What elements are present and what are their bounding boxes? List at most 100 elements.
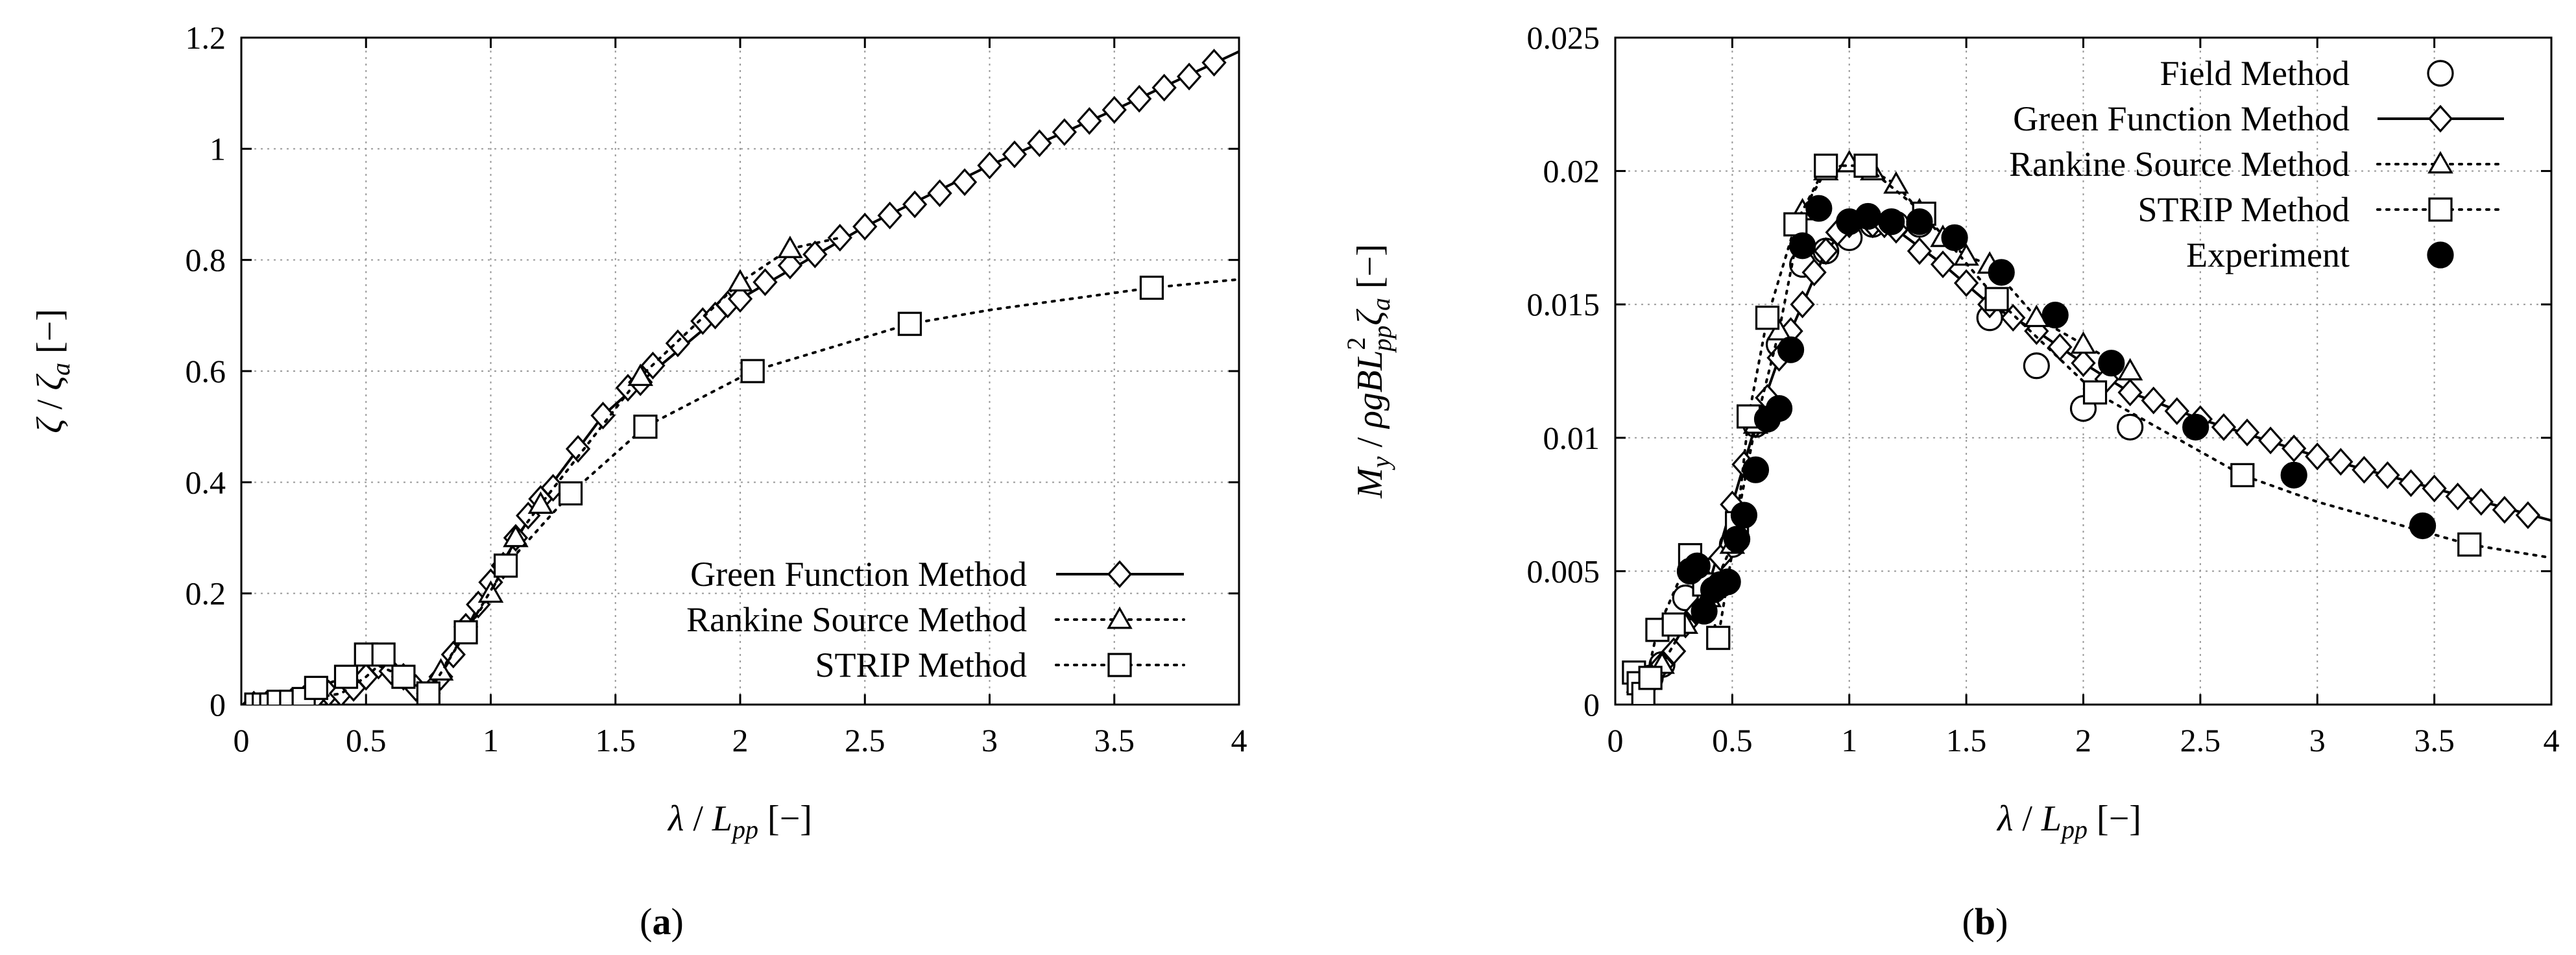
chart-a-y-tick-label-3: 0.6 bbox=[186, 353, 226, 389]
chart-a-legend-label-1: Rankine Source Method bbox=[686, 600, 1027, 639]
chart-b-x-tick-label-2: 1 bbox=[1841, 722, 1857, 758]
chart-b-series-strip-method-point-17 bbox=[2082, 380, 2108, 405]
chart-b-series-green-function-method-point-28 bbox=[2047, 333, 2073, 361]
chart-b-series-experiment-point-20 bbox=[2041, 302, 2069, 329]
chart-a-series-green-function-method-point-41 bbox=[902, 190, 928, 219]
chart-b-series-experiment-point-19 bbox=[1988, 259, 2015, 286]
chart-a-y-tick-label-5: 1 bbox=[210, 130, 226, 167]
chart-b-series-experiment-point-8 bbox=[1742, 456, 1770, 483]
chart-b-x-tick-label-0: 0 bbox=[1607, 722, 1624, 758]
chart-b-series-green-function-method-point-35 bbox=[2211, 413, 2237, 441]
chart-a-y-tick-label-1: 0.2 bbox=[186, 575, 226, 612]
chart-a-series-strip-method-point-18 bbox=[1139, 275, 1164, 300]
chart-b-series-strip-method-point-16 bbox=[1984, 287, 2009, 311]
chart-a-series-strip-method-point-7 bbox=[333, 664, 359, 689]
chart-a-series-rankine-source-method-point-3 bbox=[527, 491, 554, 514]
chart-a-x-tick-label-2: 1 bbox=[483, 722, 499, 758]
chart-a-legend-marker-0 bbox=[1107, 560, 1133, 588]
chart-a-ticks: 0 0.5 1 1.5 2 2.5 3 3.5 4 0 0.2 0.4 0.6 0.8 1 1.2 bbox=[186, 19, 1247, 758]
chart-b-series-green-function-method-point-36 bbox=[2234, 418, 2260, 446]
chart-b-series-experiment-point-12 bbox=[1789, 232, 1816, 260]
chart-b-series bbox=[1622, 150, 2551, 705]
chart-b-y-tick-label-4: 0.02 bbox=[1543, 153, 1600, 189]
chart-a-legend-label-0: Green Function Method bbox=[690, 555, 1027, 594]
chart-a-series-green-function-method-point-43 bbox=[952, 168, 978, 197]
chart-b-x-tick-label-8: 4 bbox=[2544, 722, 2560, 758]
chart-b-series-strip-method-point-11 bbox=[1755, 306, 1780, 330]
chart-a-x-tick-label-4: 2 bbox=[732, 722, 749, 758]
panel-label-b: (b) bbox=[1962, 901, 2008, 943]
chart-b-legend-label-2: Rankine Source Method bbox=[2009, 145, 2350, 184]
chart-b-series-experiment-point-5 bbox=[1714, 568, 1741, 596]
chart-a-series-rankine-source-method-point-0 bbox=[427, 658, 454, 681]
panel-label-a: (a) bbox=[640, 901, 684, 943]
chart-a-series-green-function-method-point-37 bbox=[802, 240, 828, 269]
chart-a-series-rankine-source-method-point-1 bbox=[477, 580, 504, 603]
chart-b-series-experiment-point-7 bbox=[1730, 502, 1758, 529]
chart-b-ticks: 0 0.5 1 1.5 2 2.5 3 3.5 4 0 0.005 0.01 0.015 0.02 0.02… bbox=[1527, 19, 2560, 758]
chart-b-series-green-function-method-point-15 bbox=[1801, 258, 1827, 287]
chart-a-series-green-function-method-point-26 bbox=[590, 402, 616, 429]
chart-a-series-green-function-method-point-51 bbox=[1151, 73, 1177, 102]
chart-a-x-tick-label-8: 4 bbox=[1231, 722, 1247, 758]
chart-b-x-tick-label-5: 2.5 bbox=[2180, 722, 2221, 758]
chart-b-series-green-function-method-point-24 bbox=[1953, 269, 1979, 297]
chart-a-series-strip-method-point-12 bbox=[453, 620, 478, 645]
chart-b-series-green-function-method-point-23 bbox=[1930, 250, 1956, 278]
chart-a-series-green-function-method-point-52 bbox=[1176, 62, 1202, 91]
chart-a-legend-marker-1 bbox=[1107, 606, 1133, 629]
chart-b-series-strip-method-point-8 bbox=[1706, 625, 1731, 650]
chart-b-series-experiment-point-11 bbox=[1777, 336, 1805, 363]
chart-b-series-experiment-point-15 bbox=[1855, 202, 1882, 230]
chart-a-series-green-function-method-point-36 bbox=[777, 251, 803, 280]
chart-b-y-tick-label-5: 0.025 bbox=[1527, 19, 1600, 56]
chart-a-series-green-function-method-point-53 bbox=[1201, 49, 1227, 77]
chart-a-series-green-function-method-point-40 bbox=[877, 201, 902, 230]
chart-b: 0 0.5 1 1.5 2 2.5 3 3.5 4 0 0.005 0.01 0.015 0.02 0.02… bbox=[1342, 19, 2560, 943]
chart-b-x-tick-label-3: 1.5 bbox=[1946, 722, 1987, 758]
chart-b-series-strip-method-point-19 bbox=[2457, 532, 2482, 557]
chart-a-legend-label-2: STRIP Method bbox=[815, 646, 1027, 684]
chart-b-series-green-function-method-point-42 bbox=[2375, 461, 2400, 489]
chart-a-series-green-function-method-point-38 bbox=[827, 224, 852, 252]
chart-b-series-experiment-point-22 bbox=[2182, 413, 2209, 441]
chart-a-series bbox=[241, 49, 1239, 705]
chart-a: 0 0.5 1 1.5 2 2.5 3 3.5 4 0 0.2 0.4 0.6 0.8 1 1.2 λ / L… bbox=[30, 19, 1247, 943]
chart-a-series-strip-method-point-14 bbox=[558, 481, 583, 506]
chart-a-y-tick-label-6: 1.2 bbox=[186, 19, 226, 56]
chart-b-series-strip-method-point-5 bbox=[1661, 612, 1686, 637]
chart-b-series-field-method-point-15 bbox=[2023, 352, 2050, 380]
chart-b-series-experiment-point-24 bbox=[2409, 512, 2437, 540]
chart-b-series-strip-method-point-12 bbox=[1783, 212, 1808, 237]
chart-b-series-green-function-method-point-3 bbox=[1661, 637, 1687, 666]
chart-b-series-experiment-point-13 bbox=[1805, 195, 1833, 222]
chart-b-series-rankine-source-method-point-11 bbox=[1883, 171, 1909, 194]
chart-b-series-green-function-method-point-39 bbox=[2305, 442, 2330, 470]
chart-b-y-tick-label-2: 0.01 bbox=[1543, 420, 1600, 456]
chart-b-series-green-function-method-point-46 bbox=[2468, 488, 2494, 516]
chart-b-legend-label-0: Field Method bbox=[2160, 54, 2350, 93]
chart-b-x-axis-label: λ / Lpp [−] bbox=[1996, 799, 2141, 844]
chart-b-series-green-function-method-point-31 bbox=[2117, 378, 2143, 407]
chart-b-series-green-function-method-point-33 bbox=[2164, 397, 2189, 426]
chart-a-y-tick-label-4: 0.8 bbox=[186, 242, 226, 278]
chart-b-y-tick-label-3: 0.015 bbox=[1527, 286, 1600, 322]
chart-b-series-green-function-method-point-40 bbox=[2328, 448, 2353, 476]
chart-b-series-strip-method-point-13 bbox=[1814, 153, 1838, 178]
chart-a-legend-marker-2 bbox=[1107, 653, 1132, 677]
chart-b-legend-label-1: Green Function Method bbox=[2013, 99, 2350, 138]
chart-b-x-tick-label-1: 0.5 bbox=[1712, 722, 1753, 758]
chart-a-series-green-function-method-point-46 bbox=[1027, 129, 1052, 158]
chart-a-series-rankine-source-method-point-2 bbox=[503, 524, 529, 548]
chart-b-series-green-function-method-point-37 bbox=[2257, 426, 2283, 455]
chart-a-series-strip-method-point-16 bbox=[740, 359, 765, 383]
chart-b-series-green-function-method-point-47 bbox=[2492, 496, 2517, 524]
chart-a-series-green-function-method-point-42 bbox=[927, 179, 952, 208]
chart-b-series-rankine-source-method-point-18 bbox=[2117, 357, 2143, 381]
chart-b-series-experiment-point-1 bbox=[1683, 552, 1711, 579]
chart-b-series-green-function-method-point-48 bbox=[2515, 501, 2541, 529]
chart-b-legend-marker-4 bbox=[2427, 241, 2454, 269]
chart-a-legend: Green Function Method Rankine Source Meth… bbox=[686, 555, 1185, 684]
chart-b-legend-marker-1 bbox=[2427, 104, 2453, 133]
